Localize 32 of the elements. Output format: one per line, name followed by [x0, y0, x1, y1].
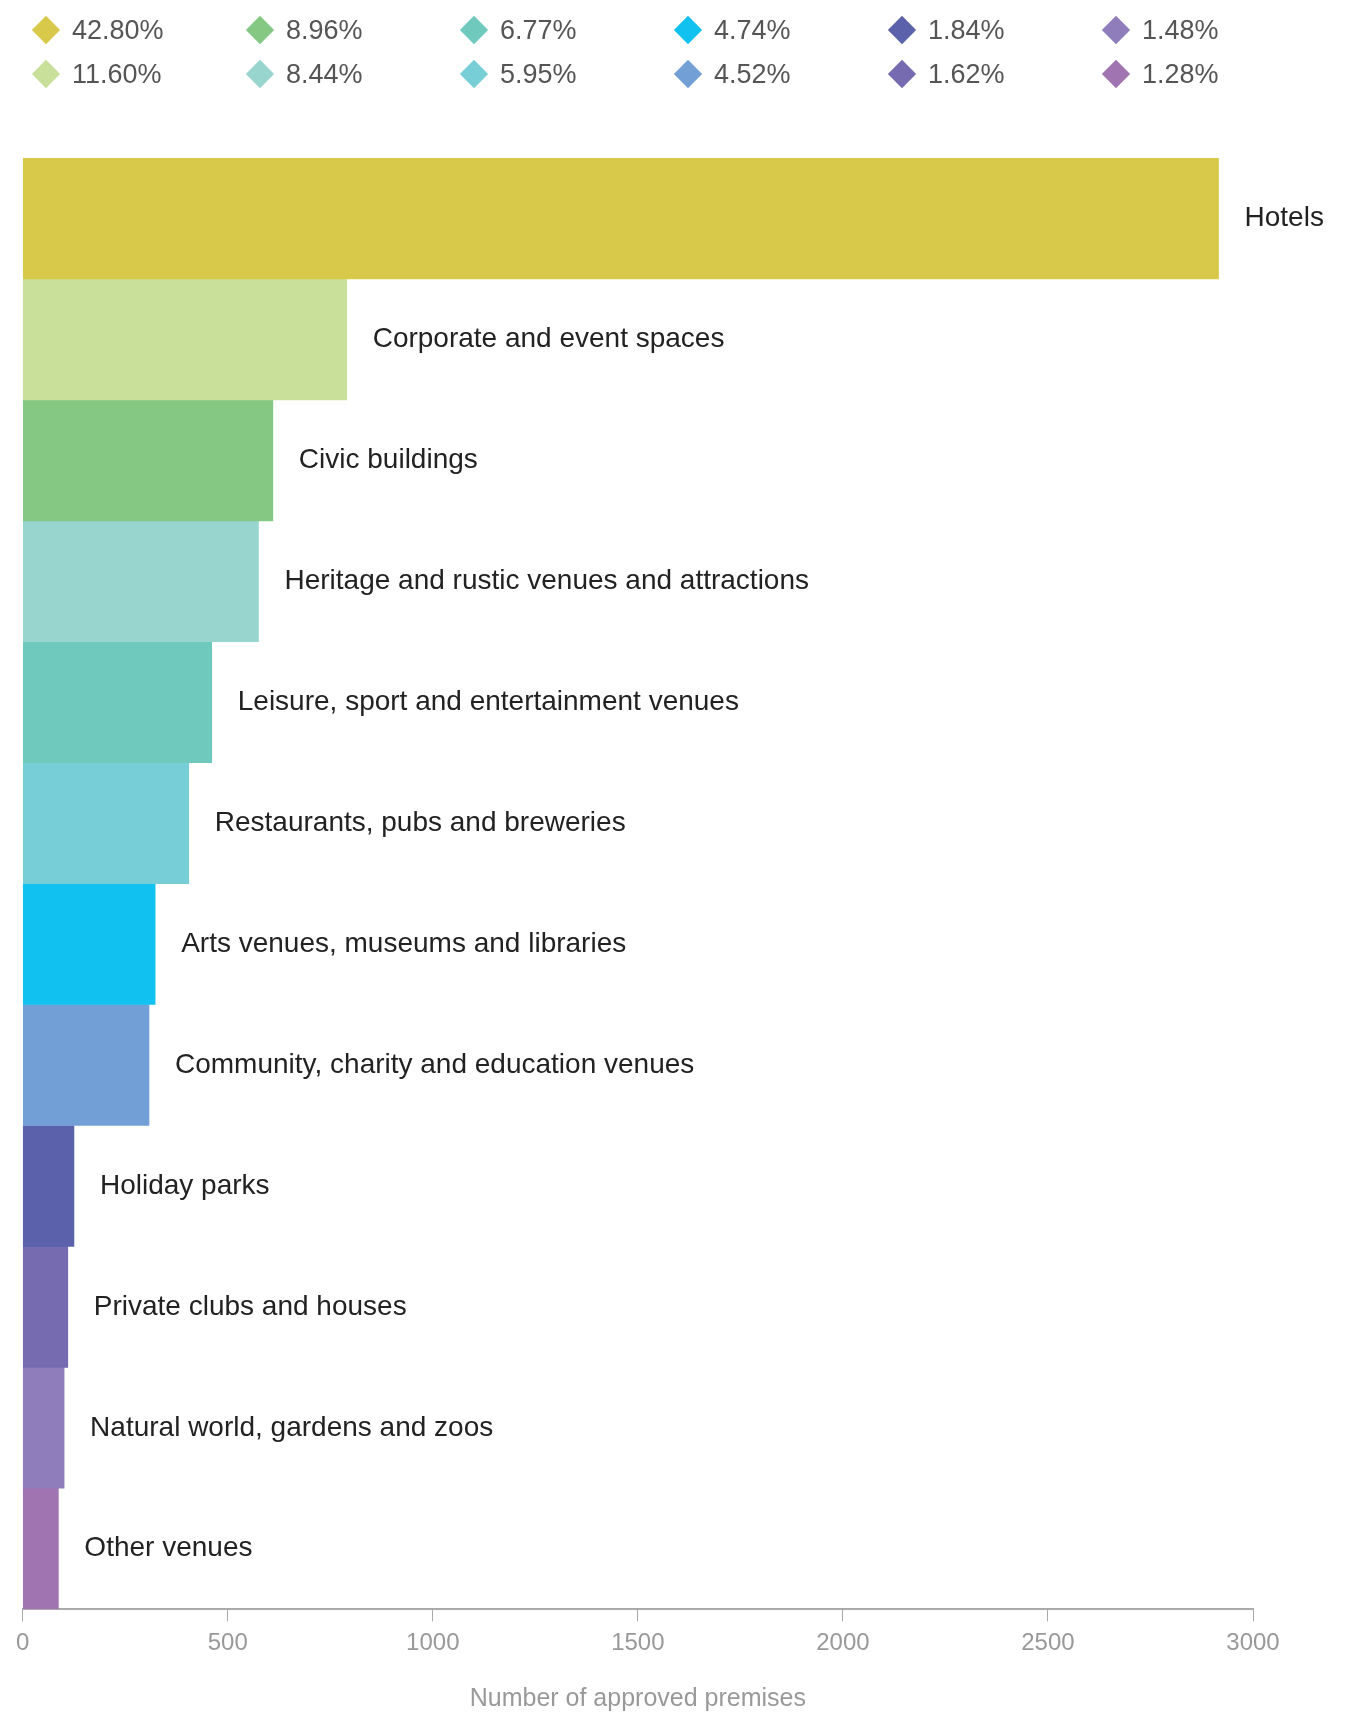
legend-label: 42.80% — [72, 14, 164, 46]
x-tick-label: 500 — [207, 1628, 248, 1656]
y-tick-label: Corporate and event spaces — [372, 322, 725, 354]
y-tick-label: Arts venues, museums and libraries — [181, 926, 627, 958]
legend-label: 1.62% — [928, 58, 1005, 90]
y-tick-label: Hotels — [1244, 201, 1324, 233]
x-tick-label: 1500 — [611, 1628, 665, 1656]
x-tick-label: 0 — [15, 1628, 30, 1656]
legend-label: 4.74% — [714, 14, 791, 46]
legend-label: 1.28% — [1142, 58, 1219, 90]
legend-label: 5.95% — [500, 58, 577, 90]
x-axis-title: Number of approved premises — [469, 1682, 806, 1711]
y-tick-label: Civic buildings — [298, 443, 478, 475]
y-tick-label: Natural world, gardens and zoos — [90, 1410, 494, 1442]
legend-label: 1.84% — [928, 14, 1005, 46]
legend-label: 8.96% — [286, 14, 363, 46]
legend-label: 4.52% — [714, 58, 791, 90]
y-tick-label: Holiday parks — [99, 1168, 270, 1200]
y-tick-label: Restaurants, pubs and breweries — [214, 805, 626, 837]
legend-label: 11.60% — [72, 58, 162, 90]
x-tick-label: 2500 — [1021, 1628, 1075, 1656]
legend-label: 8.44% — [286, 58, 363, 90]
y-tick-label: Heritage and rustic venues and attractions — [284, 563, 810, 595]
y-tick-label: Private clubs and houses — [93, 1289, 407, 1321]
y-tick-label: Community, charity and education venues — [174, 1047, 695, 1079]
y-tick-label: Leisure, sport and entertainment venues — [237, 684, 739, 716]
y-tick-label: Other venues — [84, 1531, 253, 1563]
x-tick-label: 3000 — [1226, 1628, 1280, 1656]
x-tick-label: 2000 — [816, 1628, 870, 1656]
legend-label: 6.77% — [500, 14, 577, 46]
x-tick-label: 1000 — [406, 1628, 460, 1656]
legend-label: 1.48% — [1142, 14, 1219, 46]
